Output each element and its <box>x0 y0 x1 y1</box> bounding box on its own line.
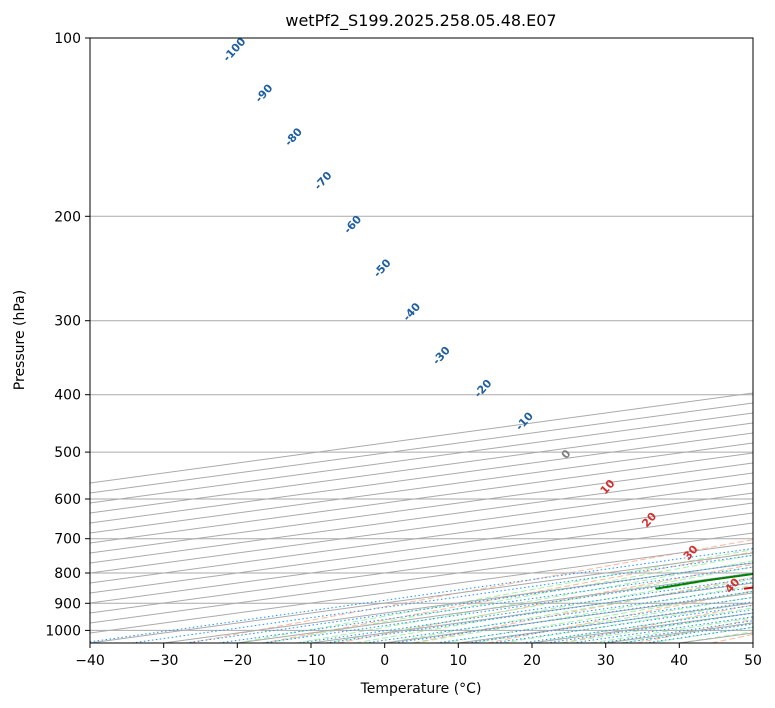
x-tick-label: 40 <box>670 653 688 669</box>
moist-adiabat <box>649 626 753 643</box>
isobars <box>90 38 753 631</box>
isotherm-line <box>310 582 753 643</box>
dry-adiabat <box>338 563 753 643</box>
isotherm-line <box>90 462 753 554</box>
isotherm-line <box>90 482 753 574</box>
x-tick-label: −20 <box>223 653 253 669</box>
isotherm-label: -90 <box>253 81 276 105</box>
isotherm-line <box>90 452 753 544</box>
dry-adiabat <box>562 604 753 643</box>
dry-adiabat <box>263 551 753 643</box>
x-tick-label: 20 <box>523 653 541 669</box>
moist-adiabat <box>266 554 753 643</box>
mixing-ratio-line <box>185 562 753 643</box>
y-tick-label: 200 <box>54 209 81 225</box>
isotherm-line <box>384 592 753 643</box>
isotherms <box>90 392 753 643</box>
isotherm-label: -30 <box>430 344 453 368</box>
moist-adiabat <box>561 612 753 643</box>
mixing-ratio-line <box>131 554 753 643</box>
dry-adiabat <box>636 618 753 643</box>
isotherm-label: -70 <box>312 169 335 193</box>
y-tick-label: 300 <box>54 314 81 330</box>
isotherm-line <box>90 502 753 594</box>
isotherm-label: -10 <box>513 409 536 433</box>
dewpoint-profile <box>655 572 753 590</box>
mixing-ratio-line <box>436 597 753 643</box>
y-axis-label: Pressure (hPa) <box>12 290 28 390</box>
isotherm-line <box>90 512 753 604</box>
moist-adiabat <box>355 572 753 643</box>
chart-title: wetPf2_S199.2025.258.05.48.E07 <box>285 11 556 31</box>
mixing-ratio-line <box>467 601 753 643</box>
isotherm-label: -100 <box>220 35 248 64</box>
isotherm-line <box>90 532 753 624</box>
x-tick-label: −40 <box>75 653 105 669</box>
x-tick-label: 30 <box>597 653 615 669</box>
mixing-ratio-line <box>522 609 753 643</box>
moist-adiabat <box>473 596 753 643</box>
isotherm-label: -80 <box>282 125 305 149</box>
x-tick-label: 10 <box>449 653 467 669</box>
mixing-ratio-line <box>492 604 753 643</box>
mixing-ratio-line <box>546 612 753 643</box>
moist-adiabat <box>384 578 753 643</box>
mixing-ratio-line <box>90 547 753 643</box>
y-tick-label: 400 <box>54 388 81 404</box>
isotherm-label: -40 <box>400 300 423 324</box>
plot-area: 0.10.20.40.611.52346810131620253036-100-… <box>90 35 753 643</box>
y-tick-label: 1000 <box>45 623 81 639</box>
y-tick-label: 100 <box>54 31 81 47</box>
x-tick-label: 50 <box>744 653 762 669</box>
isotherm-line <box>90 522 753 614</box>
isotherm-label: 20 <box>639 510 659 530</box>
isotherm-label: -50 <box>371 256 394 280</box>
y-tick-label: 900 <box>54 596 81 612</box>
isotherm-line <box>90 472 753 564</box>
y-tick-label: 700 <box>54 532 81 548</box>
moist-adiabat <box>414 584 753 643</box>
x-tick-label: −30 <box>149 653 179 669</box>
plot-frame <box>89 37 754 644</box>
y-tick-label: 500 <box>54 445 81 461</box>
moist-adiabat <box>296 560 753 643</box>
x-tick-label: 0 <box>380 653 389 669</box>
moist-adiabat <box>237 549 753 643</box>
x-axis-label: Temperature (°C) <box>360 681 482 697</box>
isotherm-label: -20 <box>472 377 495 401</box>
y-axis-ticks: 100 200 300 400 500 600 700 800 900 1000 <box>45 31 90 639</box>
mixing-ratio-lines <box>90 547 753 643</box>
temperature-profile <box>743 586 753 590</box>
moist-adiabat <box>502 602 753 643</box>
x-tick-label: −10 <box>296 653 326 669</box>
x-axis-ticks: −40 −30 −20 −10 0 10 20 30 40 50 <box>75 643 762 669</box>
isotherm-line <box>752 642 753 643</box>
isotherm-line <box>90 552 753 643</box>
dry-adiabat <box>188 539 753 643</box>
y-tick-label: 600 <box>54 492 81 508</box>
series-group <box>655 572 753 590</box>
y-tick-label: 800 <box>54 566 81 582</box>
dry-adiabat <box>487 590 753 643</box>
isotherm-line <box>90 542 753 634</box>
isotherm-line <box>90 492 753 584</box>
dry-adiabat <box>711 633 753 643</box>
